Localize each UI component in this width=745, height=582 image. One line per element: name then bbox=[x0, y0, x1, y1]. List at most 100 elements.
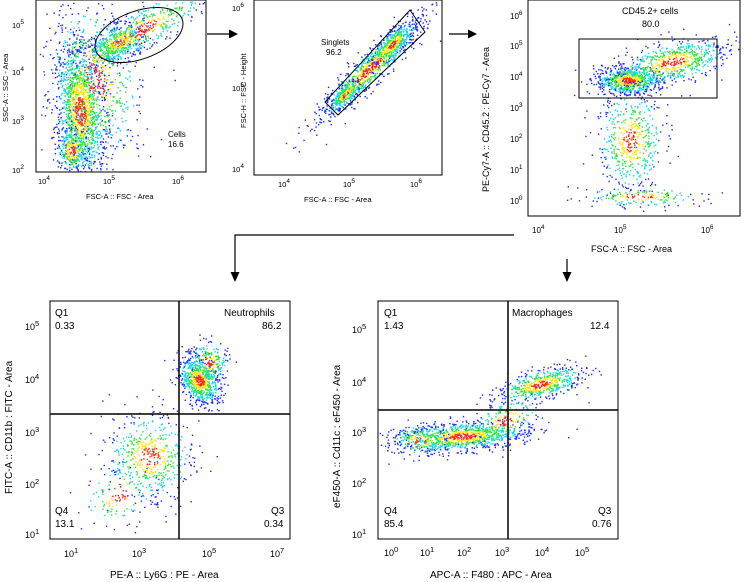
event-dot bbox=[399, 42, 401, 44]
event-dot bbox=[65, 137, 67, 140]
event-dot bbox=[88, 113, 90, 115]
event-dot bbox=[639, 83, 641, 85]
event-dot bbox=[616, 70, 618, 72]
event-dot bbox=[80, 88, 82, 90]
event-dot bbox=[87, 115, 89, 118]
event-dot bbox=[64, 167, 66, 170]
event-dot bbox=[369, 81, 372, 83]
event-dot bbox=[81, 48, 83, 50]
event-dot bbox=[127, 26, 129, 29]
event-dot bbox=[108, 62, 110, 64]
event-dot bbox=[89, 65, 92, 67]
event-dot bbox=[98, 134, 101, 136]
event-dot bbox=[72, 109, 74, 111]
event-dot bbox=[125, 38, 128, 41]
event-dot bbox=[355, 93, 357, 95]
event-dot bbox=[595, 70, 597, 73]
event-dot bbox=[94, 90, 96, 92]
event-dot bbox=[108, 51, 110, 53]
event-dot bbox=[114, 78, 116, 81]
event-dot bbox=[75, 102, 78, 104]
event-dot bbox=[87, 138, 89, 140]
event-dot bbox=[194, 2, 196, 5]
event-dot bbox=[105, 141, 107, 143]
event-dot bbox=[84, 148, 86, 151]
event-dot bbox=[334, 115, 336, 118]
event-dot bbox=[90, 97, 92, 100]
event-dot bbox=[70, 110, 73, 112]
event-dot bbox=[70, 69, 72, 71]
singlets-gate-polygon[interactable] bbox=[324, 9, 426, 116]
event-dot bbox=[81, 31, 84, 34]
event-dot bbox=[647, 74, 649, 76]
event-dot bbox=[404, 52, 406, 54]
event-dot bbox=[96, 167, 98, 170]
event-dot bbox=[364, 96, 366, 98]
event-dot bbox=[119, 101, 121, 104]
event-dot bbox=[141, 13, 143, 15]
event-dot bbox=[362, 87, 364, 89]
event-dot bbox=[106, 52, 109, 54]
event-dot bbox=[391, 36, 394, 38]
event-dot bbox=[337, 98, 340, 100]
event-dot bbox=[68, 56, 70, 58]
cells-gate-ellipse[interactable] bbox=[88, 0, 191, 73]
event-dot bbox=[588, 92, 591, 95]
event-dot bbox=[102, 62, 104, 64]
event-dot bbox=[405, 33, 407, 35]
event-dot bbox=[618, 77, 620, 79]
event-dot bbox=[374, 73, 377, 75]
event-dot bbox=[115, 39, 117, 41]
event-dot bbox=[84, 124, 86, 126]
event-dot bbox=[388, 40, 390, 42]
event-dot bbox=[105, 37, 108, 39]
event-dot bbox=[436, 4, 438, 6]
event-dot bbox=[632, 89, 634, 91]
event-dot bbox=[104, 45, 106, 48]
event-dot bbox=[64, 83, 67, 86]
event-dot bbox=[133, 45, 135, 47]
event-dot bbox=[104, 42, 106, 45]
event-dot bbox=[73, 158, 76, 160]
event-dot bbox=[136, 104, 138, 106]
event-dot bbox=[57, 25, 60, 28]
event-dot bbox=[356, 82, 358, 84]
event-dot bbox=[61, 123, 64, 125]
event-dot bbox=[72, 93, 75, 95]
event-dot bbox=[98, 74, 100, 77]
event-dot bbox=[111, 104, 113, 107]
event-dot bbox=[641, 72, 643, 74]
event-dot bbox=[90, 110, 92, 112]
event-dot bbox=[51, 137, 53, 140]
event-dot bbox=[85, 109, 87, 112]
event-dot bbox=[63, 89, 65, 92]
event-dot bbox=[76, 131, 79, 133]
event-dot bbox=[58, 122, 60, 125]
event-dot bbox=[327, 99, 329, 101]
event-dot bbox=[94, 72, 96, 75]
event-dot bbox=[86, 66, 88, 68]
event-dot bbox=[116, 101, 119, 103]
event-dot bbox=[111, 64, 114, 67]
event-dot bbox=[357, 83, 360, 85]
event-dot bbox=[113, 52, 115, 54]
event-dot bbox=[108, 61, 110, 63]
event-dot bbox=[376, 45, 379, 48]
event-dot bbox=[597, 81, 599, 83]
event-dot bbox=[139, 29, 142, 31]
event-dot bbox=[149, 37, 152, 40]
event-dot bbox=[363, 68, 365, 71]
event-dot bbox=[74, 46, 77, 48]
event-dot bbox=[76, 140, 78, 143]
event-dot bbox=[95, 35, 97, 37]
event-dot bbox=[74, 41, 76, 44]
event-dot bbox=[361, 70, 363, 73]
event-dot bbox=[393, 55, 395, 57]
event-dot bbox=[102, 56, 104, 58]
event-dot bbox=[82, 117, 84, 120]
event-dot bbox=[603, 82, 605, 85]
event-dot bbox=[74, 114, 76, 117]
event-dot bbox=[71, 84, 74, 86]
event-dot bbox=[360, 83, 362, 86]
event-dot bbox=[77, 159, 79, 162]
